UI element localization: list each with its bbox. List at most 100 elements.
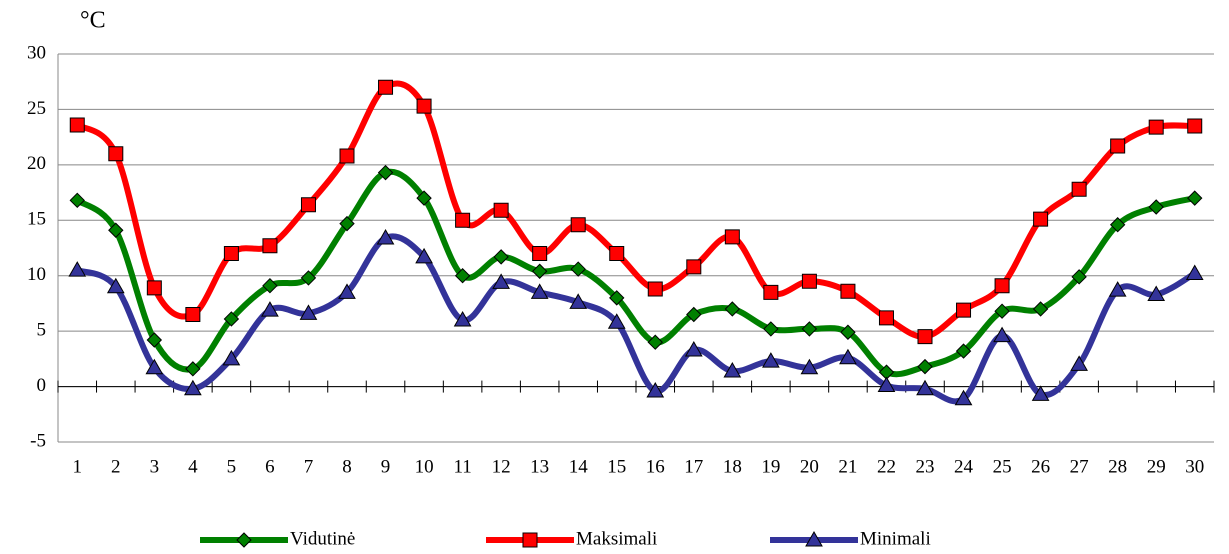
x-tick-label: 7 <box>304 456 314 477</box>
marker <box>493 202 509 218</box>
marker <box>1109 217 1126 233</box>
marker <box>145 358 164 375</box>
marker <box>954 389 973 406</box>
marker <box>800 358 819 375</box>
y-tick-label: 20 <box>27 153 46 174</box>
marker <box>377 164 394 181</box>
x-tick-label: 29 <box>1147 456 1166 477</box>
x-tick-label: 15 <box>607 456 626 477</box>
marker <box>646 381 665 398</box>
marker <box>917 358 933 375</box>
marker <box>106 277 125 294</box>
marker <box>724 301 741 317</box>
marker <box>454 268 471 284</box>
marker <box>878 310 894 326</box>
marker <box>339 215 355 232</box>
x-tick-label: 26 <box>1031 456 1050 477</box>
x-tick-label: 10 <box>415 456 434 477</box>
x-tick-label: 13 <box>530 456 549 477</box>
marker <box>1071 181 1087 197</box>
marker <box>416 190 432 206</box>
marker <box>69 192 85 209</box>
marker <box>840 324 856 340</box>
x-tick-label: 27 <box>1070 456 1089 477</box>
marker <box>647 334 663 350</box>
marker <box>994 278 1010 294</box>
marker <box>415 247 433 264</box>
marker <box>492 273 510 289</box>
marker <box>762 352 780 368</box>
marker <box>686 306 702 323</box>
x-tick-label: 17 <box>684 456 703 477</box>
marker <box>647 281 663 297</box>
x-tick-label: 12 <box>492 456 511 477</box>
marker <box>1071 269 1087 285</box>
marker <box>1148 199 1164 215</box>
marker <box>455 212 471 228</box>
marker <box>262 277 278 294</box>
series-line <box>75 80 1195 340</box>
marker <box>569 293 588 309</box>
marker <box>1110 138 1126 154</box>
legend-marker <box>805 530 823 547</box>
x-tick-label: 30 <box>1185 456 1204 477</box>
x-tick-label: 9 <box>381 456 391 477</box>
marker <box>262 238 278 254</box>
x-tick-label: 18 <box>723 456 742 477</box>
y-tick-label: 5 <box>37 320 47 341</box>
marker <box>1147 285 1166 302</box>
marker <box>530 283 549 299</box>
marker <box>607 313 626 329</box>
marker <box>801 273 817 289</box>
y-tick-label: 0 <box>37 375 47 396</box>
marker <box>839 348 857 365</box>
marker <box>378 79 394 95</box>
x-tick-label: 14 <box>569 456 589 477</box>
marker <box>1031 385 1050 401</box>
marker <box>223 246 239 262</box>
y-tick-label: 30 <box>27 42 46 63</box>
x-tick-label: 25 <box>993 456 1012 477</box>
marker <box>994 303 1010 319</box>
marker <box>68 261 87 277</box>
marker <box>493 249 509 265</box>
marker <box>840 283 856 299</box>
y-tick-label: 10 <box>27 264 46 285</box>
marker <box>184 379 202 396</box>
marker <box>532 246 548 262</box>
marker <box>416 98 432 114</box>
y-tick-label: 15 <box>27 209 46 230</box>
marker <box>956 302 972 318</box>
marker <box>1187 118 1203 134</box>
marker <box>1070 355 1088 371</box>
marker <box>763 321 779 337</box>
x-tick-label: 6 <box>265 456 275 477</box>
marker <box>146 332 163 348</box>
marker <box>917 329 933 345</box>
marker <box>877 376 896 392</box>
marker <box>763 284 779 300</box>
y-axis-label: °C <box>80 8 106 34</box>
marker <box>1033 211 1049 227</box>
marker <box>300 197 316 213</box>
y-tick-label: -5 <box>30 430 46 451</box>
marker <box>185 361 201 377</box>
x-tick-label: 8 <box>342 456 352 477</box>
marker <box>1185 264 1204 280</box>
marker <box>570 261 586 277</box>
marker <box>724 229 740 245</box>
marker <box>1032 301 1049 317</box>
x-tick-label: 21 <box>838 456 857 477</box>
marker <box>993 326 1011 343</box>
marker <box>801 321 818 337</box>
x-tick-label: 5 <box>227 456 237 477</box>
x-tick-label: 23 <box>916 456 935 477</box>
x-tick-label: 1 <box>73 456 83 477</box>
marker <box>338 283 356 299</box>
x-tick-label: 3 <box>150 456 160 477</box>
marker <box>108 222 124 238</box>
marker <box>339 148 355 164</box>
marker <box>261 301 279 317</box>
marker <box>609 246 625 262</box>
